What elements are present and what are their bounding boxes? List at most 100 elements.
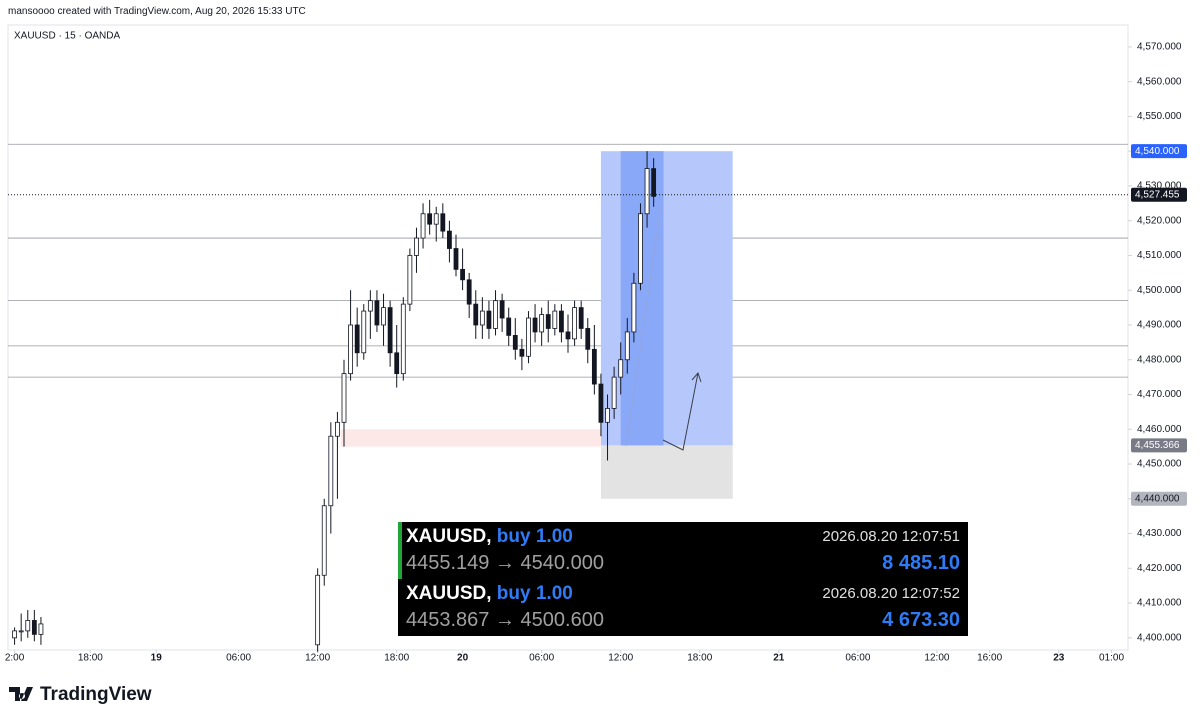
price-tag xyxy=(1131,438,1187,453)
chart-title: XAUUSD · 15 · OANDA xyxy=(14,31,120,42)
candle-body xyxy=(460,268,465,281)
y-tick-label: 4,520.000 xyxy=(1137,215,1182,226)
candle-body xyxy=(31,620,37,635)
candle-body xyxy=(591,348,597,385)
candle-body xyxy=(532,317,538,333)
trade-prices: 4455.149 → 4540.000 xyxy=(406,552,604,574)
trade-row: XAUUSD, buy 1.00 2026.08.20 12:07:51 445… xyxy=(398,522,968,579)
symbol: XAUUSD, xyxy=(406,583,492,604)
y-tick-label: 4,490.000 xyxy=(1137,320,1182,331)
candle-body xyxy=(361,310,367,354)
trade-row: XAUUSD, buy 1.00 2026.08.20 12:07:52 445… xyxy=(398,579,968,636)
x-tick-label: 18:00 xyxy=(78,653,103,664)
candle-body xyxy=(559,310,564,333)
y-tick-label: 4,450.000 xyxy=(1137,459,1182,470)
candle-body xyxy=(394,352,400,375)
candle-body xyxy=(473,303,479,326)
candle-body xyxy=(354,324,360,354)
candle-body xyxy=(578,307,584,329)
y-tick-label: 4,510.000 xyxy=(1137,250,1182,261)
candle-body xyxy=(407,255,413,305)
price-tag xyxy=(1131,187,1187,202)
x-tick-label: 19 xyxy=(151,653,163,664)
candle-body xyxy=(427,213,433,225)
candle-body xyxy=(651,168,657,197)
y-tick-label: 4,460.000 xyxy=(1137,424,1182,435)
candle-body xyxy=(644,168,650,215)
x-tick-label: 12:00 xyxy=(305,653,330,664)
candle-body xyxy=(321,505,327,576)
x-tick-label: 20 xyxy=(457,653,469,664)
trade-marker xyxy=(398,522,402,579)
x-tick-label: 18:00 xyxy=(687,653,712,664)
candle-body xyxy=(381,307,386,326)
candle-body xyxy=(25,620,31,632)
candle-body xyxy=(447,230,452,249)
trade-time: 2026.08.20 12:07:52 xyxy=(822,585,960,602)
trend-line xyxy=(625,199,663,447)
candle-body xyxy=(624,331,630,361)
chart-frame xyxy=(7,24,1129,651)
x-tick-label: 06:00 xyxy=(845,653,870,664)
y-tick-label: 4,570.000 xyxy=(1137,42,1182,53)
y-tick-label: 4,430.000 xyxy=(1137,528,1182,539)
x-tick-label: 12:00 xyxy=(608,653,633,664)
zone xyxy=(340,429,601,447)
trade-prices: 4453.867 → 4500.600 xyxy=(406,609,604,631)
y-tick-label: 4,420.000 xyxy=(1137,563,1182,574)
candle-body xyxy=(466,279,472,305)
candle-body xyxy=(486,310,492,329)
x-tick-label: 12:00 xyxy=(924,653,949,664)
candle-body xyxy=(387,307,393,354)
x-tick-label: 06:00 xyxy=(529,653,554,664)
side: buy 1.00 xyxy=(496,526,573,547)
candle-body xyxy=(519,348,525,357)
logo xyxy=(9,687,33,701)
y-tick-label: 4,530.000 xyxy=(1137,181,1182,192)
symbol: XAUUSD, xyxy=(406,526,492,547)
x-tick-label: 01:00 xyxy=(1099,653,1124,664)
trade-panel: XAUUSD, buy 1.00 2026.08.20 12:07:51 445… xyxy=(398,522,968,636)
x-tick-label: 06:00 xyxy=(226,653,251,664)
y-tick-label: 4,400.000 xyxy=(1137,632,1182,643)
price-tag-label: 4,527.455 xyxy=(1135,189,1180,200)
candle-body xyxy=(611,376,617,409)
price-tag-label: 4,440.000 xyxy=(1135,493,1180,504)
x-tick-label: 16:00 xyxy=(977,653,1002,664)
candle-body xyxy=(335,421,340,437)
candle-body xyxy=(440,213,446,232)
arrow xyxy=(662,372,702,451)
candle-body xyxy=(512,335,518,350)
candle-body xyxy=(539,314,545,333)
x-tick-label: 23 xyxy=(1053,653,1065,664)
x-tick-label: 21 xyxy=(773,653,785,664)
candle-body xyxy=(400,303,406,375)
trade-profit: 8 485.10 xyxy=(882,552,960,574)
candle-body xyxy=(631,282,637,333)
price-tag-label: 4,455.366 xyxy=(1135,440,1180,451)
y-tick-label: 4,500.000 xyxy=(1137,285,1182,296)
x-tick-label: 18:00 xyxy=(384,653,409,664)
candle-body xyxy=(545,314,551,329)
candle-body xyxy=(479,310,485,326)
candle-body xyxy=(414,237,419,256)
candle-body xyxy=(38,623,44,635)
candle-body xyxy=(638,213,643,284)
candle-body xyxy=(12,630,17,639)
candle-body xyxy=(506,317,512,336)
trade-title: XAUUSD, buy 1.00 xyxy=(406,526,573,548)
candle-body xyxy=(348,324,353,375)
candle-body xyxy=(433,213,439,225)
candle-body xyxy=(526,317,531,357)
filled-zone xyxy=(620,151,664,446)
candle-body xyxy=(493,300,498,329)
candle-body xyxy=(499,300,505,319)
stop-zone xyxy=(600,445,733,499)
candle-body xyxy=(565,331,571,340)
candle-body xyxy=(585,328,591,350)
trade-profit: 4 673.30 xyxy=(882,609,960,631)
candle-body xyxy=(605,408,610,423)
candle-body xyxy=(341,373,347,423)
